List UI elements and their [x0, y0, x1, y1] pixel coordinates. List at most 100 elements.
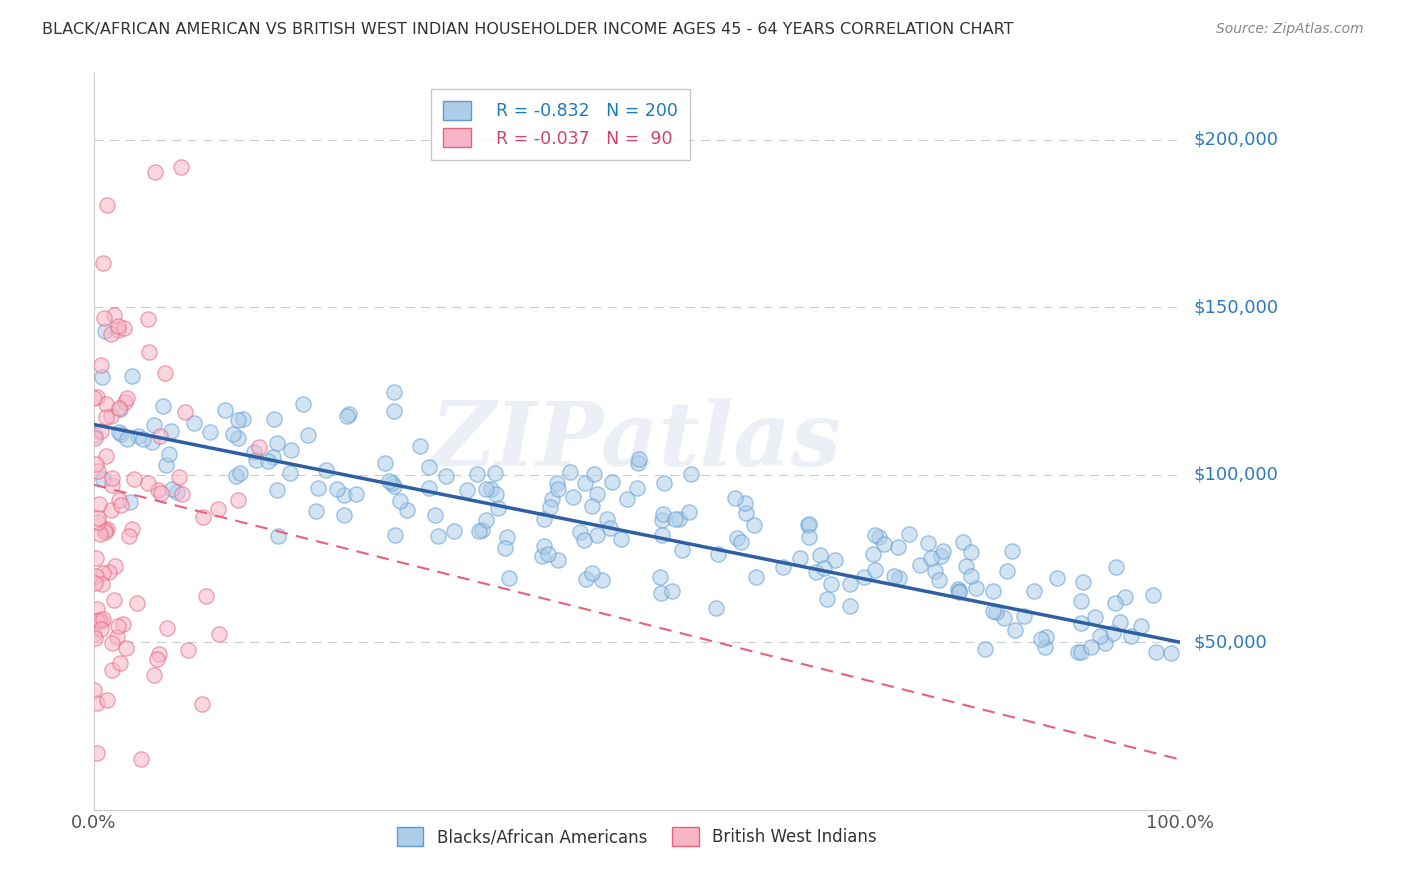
Point — [889, 571, 911, 585]
Point — [214, 402, 236, 417]
Point — [465, 467, 488, 482]
Point — [242, 445, 264, 459]
Point — [108, 402, 131, 417]
Point — [94, 524, 117, 538]
Point — [121, 368, 143, 383]
Point — [382, 384, 405, 399]
Point — [167, 469, 190, 483]
Point — [131, 433, 153, 447]
Point — [897, 527, 920, 541]
Point — [863, 563, 886, 577]
Point — [83, 576, 105, 591]
Point — [627, 452, 650, 467]
Point — [981, 604, 1004, 618]
Point — [101, 471, 124, 485]
Point — [96, 198, 118, 212]
Point — [382, 478, 405, 492]
Point — [1070, 645, 1092, 659]
Point — [153, 366, 176, 380]
Point — [678, 506, 700, 520]
Point — [98, 565, 121, 579]
Point — [475, 482, 498, 496]
Point — [160, 424, 183, 438]
Point — [103, 308, 125, 322]
Point — [652, 476, 675, 491]
Point — [225, 468, 247, 483]
Point — [585, 528, 607, 542]
Point — [150, 486, 173, 500]
Point — [541, 492, 564, 507]
Point — [423, 508, 446, 522]
Point — [496, 530, 519, 544]
Point — [948, 582, 970, 596]
Point — [156, 621, 179, 635]
Point — [1031, 632, 1053, 646]
Text: Source: ZipAtlas.com: Source: ZipAtlas.com — [1216, 22, 1364, 37]
Point — [474, 513, 496, 527]
Point — [725, 531, 748, 545]
Point — [409, 439, 432, 453]
Text: $150,000: $150,000 — [1194, 298, 1278, 317]
Point — [868, 530, 890, 544]
Point — [155, 458, 177, 472]
Point — [574, 476, 596, 491]
Point — [108, 425, 131, 439]
Point — [418, 481, 440, 495]
Point — [120, 495, 142, 509]
Point — [148, 483, 170, 497]
Point — [952, 535, 974, 549]
Point — [263, 412, 285, 426]
Point — [141, 434, 163, 449]
Point — [100, 503, 122, 517]
Point — [157, 447, 180, 461]
Point — [101, 478, 124, 492]
Point — [734, 496, 756, 510]
Point — [228, 431, 250, 445]
Point — [374, 456, 396, 470]
Point — [93, 566, 115, 580]
Point — [1094, 636, 1116, 650]
Point — [96, 397, 118, 411]
Point — [143, 668, 166, 682]
Text: $50,000: $50,000 — [1194, 633, 1267, 651]
Point — [90, 370, 112, 384]
Point — [485, 487, 508, 501]
Point — [948, 583, 970, 598]
Point — [100, 409, 122, 423]
Point — [468, 524, 491, 539]
Point — [984, 605, 1007, 619]
Point — [920, 551, 942, 566]
Point — [143, 418, 166, 433]
Point — [138, 344, 160, 359]
Point — [797, 517, 820, 532]
Point — [91, 255, 114, 269]
Point — [808, 548, 831, 562]
Point — [166, 484, 188, 499]
Text: BLACK/AFRICAN AMERICAN VS BRITISH WEST INDIAN HOUSEHOLDER INCOME AGES 45 - 64 YE: BLACK/AFRICAN AMERICAN VS BRITISH WEST I… — [42, 22, 1014, 37]
Point — [136, 311, 159, 326]
Point — [484, 466, 506, 480]
Point — [547, 483, 569, 497]
Point — [1144, 645, 1167, 659]
Point — [533, 539, 555, 553]
Point — [627, 456, 650, 470]
Point — [456, 483, 478, 498]
Point — [388, 494, 411, 508]
Point — [974, 641, 997, 656]
Point — [1102, 625, 1125, 640]
Point — [799, 530, 821, 544]
Point — [820, 577, 842, 591]
Point — [118, 529, 141, 543]
Point — [384, 528, 406, 542]
Point — [572, 533, 595, 547]
Point — [108, 492, 131, 507]
Point — [107, 323, 129, 337]
Point — [651, 528, 673, 542]
Point — [650, 586, 672, 600]
Point — [90, 424, 112, 438]
Point — [616, 491, 638, 506]
Point — [84, 568, 107, 582]
Point — [863, 528, 886, 542]
Point — [1104, 596, 1126, 610]
Point — [924, 564, 946, 578]
